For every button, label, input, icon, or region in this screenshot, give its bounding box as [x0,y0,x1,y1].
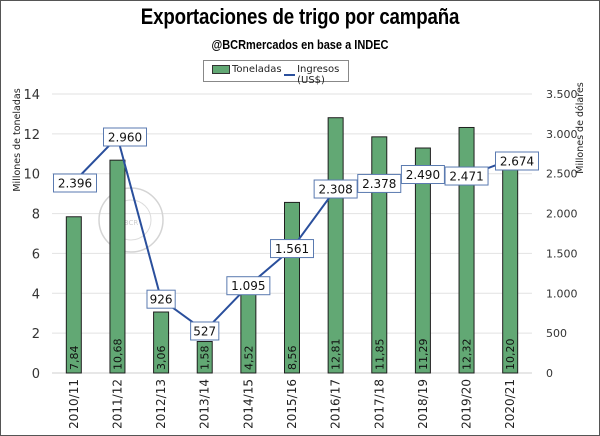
legend-line-swatch [284,74,296,76]
x-tick-label: 2011/12 [110,379,124,429]
y-tick-label: 10 [23,168,40,183]
watermark-seal: BCR [98,187,164,253]
revenue-data-label: 2.396 [53,173,97,193]
legend-item-toneladas: Toneladas [212,64,282,75]
bar-value-label: 7,84 [68,346,81,371]
bars: 7,84 10,68 3,06 1,58 4,52 8,56 12,81 11,85 11,29… [65,117,519,374]
revenue-data-label: 1.561 [270,239,314,259]
revenue-data-label: 2.378 [357,173,402,193]
bar-value-label: 3,06 [155,346,168,371]
revenue-data-label: 2.308 [313,179,358,199]
revenue-data-label: 2.490 [400,165,445,185]
bar-value-label: 10,20 [504,339,517,371]
revenue-data-label: 926 [146,289,176,309]
y2-axis-title: Millones de dólares [575,82,586,174]
x-tick-label: 2020/21 [503,379,517,429]
data-label-text: 527 [193,324,216,338]
bar [196,341,213,374]
chart-subtitle: @BCRmercados en base a INDEC [211,38,389,52]
axes: 0 2 4 6 8 10 12 14 0 500 1.000 1.500 2.000 2.500 3.000… [12,82,586,429]
bar [371,136,388,374]
bar-value-label: 10,68 [111,339,124,371]
data-label-box [400,165,445,185]
y-axis-title: Millones de toneladas [12,88,23,191]
x-tick-label: 2010/11 [67,379,81,429]
y2-tick-label: 1.000 [546,287,578,300]
data-label-box [53,173,97,193]
legend-item-ingresos: Ingresos (US$) [284,64,348,86]
data-label-box [190,321,220,341]
x-tick-label: 2019/20 [460,379,474,429]
y2-tick-label: 500 [546,327,567,340]
bar-value-label: 11,29 [417,339,430,371]
x-tick-label: 2013/14 [198,379,212,429]
data-label-text: 2.490 [406,168,440,182]
y-tick-label: 4 [32,287,40,302]
revenue-line: 2.396 2.960 926 527 1.095 1.561 2.308 2.378 2.49… [53,127,539,341]
data-label-box [357,173,402,193]
data-label-box [495,151,539,171]
y-tick-label: 8 [32,208,40,223]
revenue-data-label: 2.960 [103,127,147,147]
data-label-text: 926 [150,293,173,307]
data-label-text: 2.674 [500,155,534,169]
x-tick-label: 2015/16 [285,379,299,429]
legend-bar-swatch [212,65,230,74]
data-label-box [270,239,314,259]
data-label-box [146,289,176,309]
legend-label-ingresos: Ingresos (US$) [297,64,340,86]
bar [414,147,431,374]
x-tick-label: 2016/17 [329,379,343,429]
bar-value-label: 8,56 [286,346,299,371]
legend-label-toneladas: Toneladas [232,64,282,75]
data-label-box [313,179,358,199]
x-tick-label: 2014/15 [241,379,255,429]
data-label-text: 1.095 [231,279,265,293]
bar-value-label: 12,81 [330,339,343,371]
data-label-box [444,166,489,186]
y-tick-label: 0 [32,367,40,382]
bar-value-label: 12,32 [461,339,474,371]
y2-tick-label: 3.000 [546,128,578,141]
bar [153,311,170,374]
revenue-data-label: 2.674 [495,151,539,171]
data-label-box [226,276,271,296]
bar [109,159,126,374]
bar-value-label: 1,58 [199,346,212,371]
data-label-box [103,127,147,147]
y2-tick-label: 0 [546,367,553,380]
data-label-text: 2.471 [449,170,483,184]
data-label-text: 2.960 [108,131,142,145]
x-tick-label: 2017/18 [372,379,386,429]
x-tick-label: 2012/13 [154,379,168,429]
legend: Toneladas Ingresos (US$) [203,60,349,86]
revenue-data-label: 1.095 [226,276,271,296]
chart-title: Exportaciones de trigo por campaña [140,4,460,29]
bar-value-label: 11,85 [373,339,386,371]
bar [327,117,344,374]
data-label-text: 2.308 [318,183,352,197]
y2-tick-label: 2.500 [546,168,578,181]
bar [458,126,475,374]
y2-tick-label: 2.000 [546,208,578,221]
data-label-text: 1.561 [275,242,309,256]
y2-tick-label: 3.500 [546,88,578,101]
y-tick-label: 6 [32,247,40,262]
y2-tick-label: 1.500 [546,247,578,260]
y-tick-label: 14 [23,88,40,103]
x-tick-label: 2018/19 [416,379,430,429]
y-tick-label: 12 [23,128,40,143]
data-label-text: 2.378 [362,177,396,191]
data-label-text: 2.396 [58,177,92,191]
revenue-data-label: 527 [190,321,220,341]
y-tick-label: 2 [32,327,40,342]
revenue-data-label: 2.471 [444,166,489,186]
bar [65,216,82,374]
bar-value-label: 4,52 [242,346,255,371]
watermark-text: BCR [124,219,139,227]
